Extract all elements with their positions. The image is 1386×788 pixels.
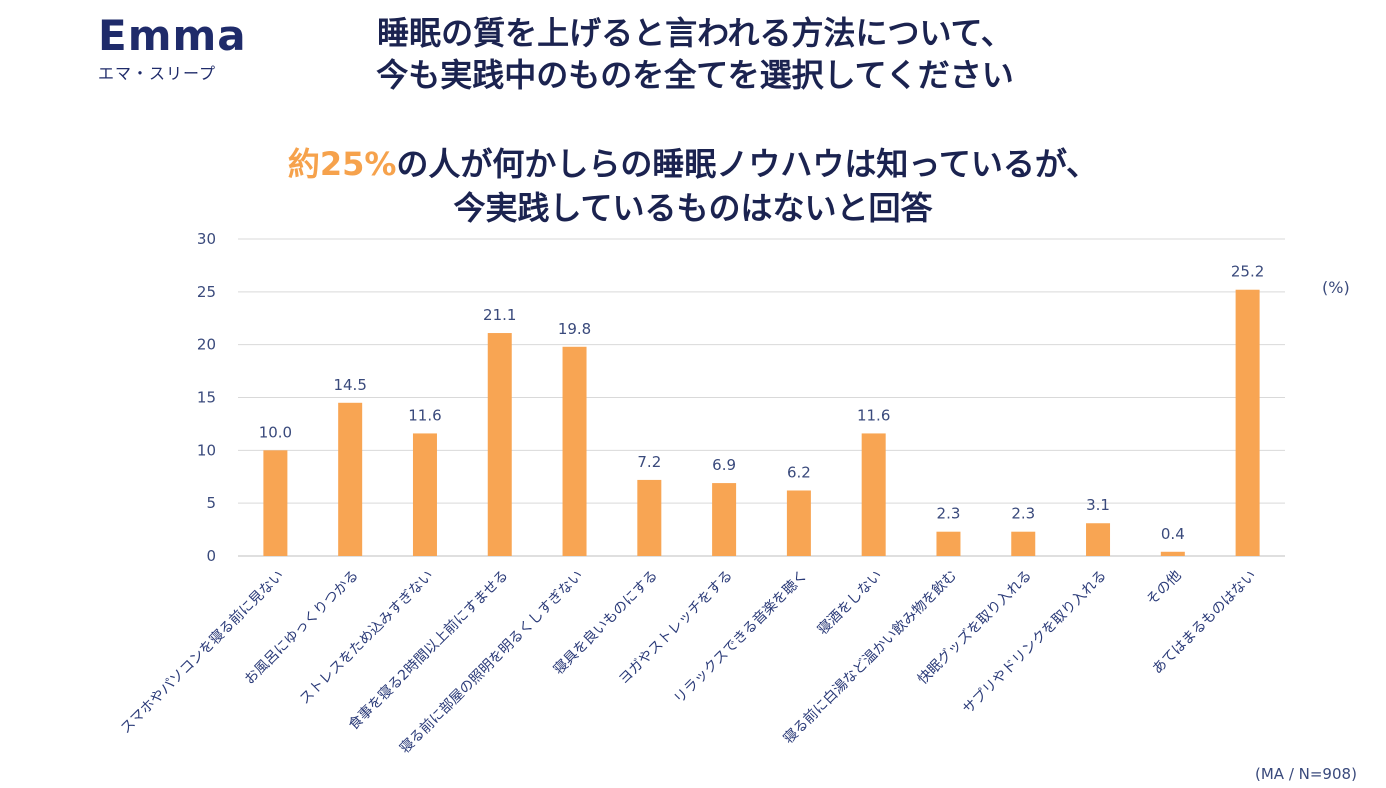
headline: 約25%の人が何かしらの睡眠ノウハウは知っているが、 今実践しているものはないと… bbox=[150, 142, 1236, 230]
y-tick-label: 20 bbox=[197, 336, 216, 354]
y-tick-label: 5 bbox=[206, 494, 216, 512]
category-label: 食事を寝る2時間以上前にすませる bbox=[345, 567, 512, 734]
y-tick-label: 0 bbox=[206, 547, 216, 565]
category-label: リラックスできる音楽を聴く bbox=[670, 567, 810, 707]
data-label: 6.9 bbox=[712, 456, 736, 474]
bar bbox=[712, 483, 737, 556]
sample-footnote: (MA / N=908) bbox=[1255, 765, 1357, 783]
headline-line-2: 今実践しているものはないと回答 bbox=[453, 189, 933, 227]
bar bbox=[637, 479, 662, 556]
bar bbox=[263, 450, 288, 556]
bar bbox=[1160, 551, 1185, 556]
page-title: 睡眠の質を上げると言われる方法について、 今も実践中のものを全てを選択してくださ… bbox=[250, 12, 1140, 96]
title-line-2: 今も実践中のものを全てを選択してください bbox=[376, 56, 1014, 94]
y-tick-label: 10 bbox=[197, 441, 216, 459]
headline-line-1-rest: の人が何かしらの睡眠ノウハウは知っているが、 bbox=[396, 145, 1099, 183]
bar bbox=[1086, 523, 1111, 556]
data-label: 11.6 bbox=[857, 406, 890, 424]
category-label: その他 bbox=[1144, 568, 1185, 609]
bar bbox=[1235, 289, 1260, 556]
bar bbox=[412, 433, 437, 556]
brand-name: Emma bbox=[98, 11, 247, 60]
data-label: 2.3 bbox=[1011, 505, 1035, 523]
data-label: 6.2 bbox=[787, 463, 811, 481]
data-label: 19.8 bbox=[558, 320, 591, 338]
bar bbox=[338, 402, 363, 556]
category-label: サプリやドリンクを取り入れる bbox=[960, 568, 1110, 718]
data-label: 14.5 bbox=[333, 376, 366, 394]
y-tick-label: 25 bbox=[197, 283, 216, 301]
bar bbox=[936, 531, 961, 556]
bar bbox=[487, 333, 512, 556]
bar bbox=[562, 346, 587, 556]
data-label: 7.2 bbox=[637, 453, 661, 471]
brand-logo: Emma エマ・スリープ bbox=[98, 14, 247, 84]
headline-accent: 約25% bbox=[287, 145, 397, 183]
y-tick-label: 30 bbox=[197, 230, 216, 248]
headline-line-1: 約25%の人が何かしらの睡眠ノウハウは知っているが、 bbox=[150, 142, 1236, 186]
bar bbox=[1011, 531, 1036, 556]
bar bbox=[786, 490, 811, 556]
brand-subtitle: エマ・スリープ bbox=[98, 64, 217, 83]
data-label: 10.0 bbox=[259, 423, 292, 441]
bar bbox=[861, 433, 886, 556]
y-tick-label: 15 bbox=[197, 389, 216, 407]
category-label: 寝酒をしない bbox=[814, 567, 885, 638]
unit-label: (%) bbox=[1322, 278, 1350, 297]
data-label: 0.4 bbox=[1161, 525, 1185, 543]
category-label: スマホやパソコンを寝る前に見ない bbox=[117, 567, 287, 737]
data-label: 3.1 bbox=[1086, 496, 1110, 514]
data-label: 25.2 bbox=[1231, 263, 1264, 281]
data-label: 11.6 bbox=[408, 406, 441, 424]
category-label: ストレスをため込みすぎない bbox=[297, 568, 437, 708]
data-label: 2.3 bbox=[937, 505, 961, 523]
data-label: 21.1 bbox=[483, 306, 516, 324]
title-line-1: 睡眠の質を上げると言われる方法について、 bbox=[377, 14, 1013, 52]
